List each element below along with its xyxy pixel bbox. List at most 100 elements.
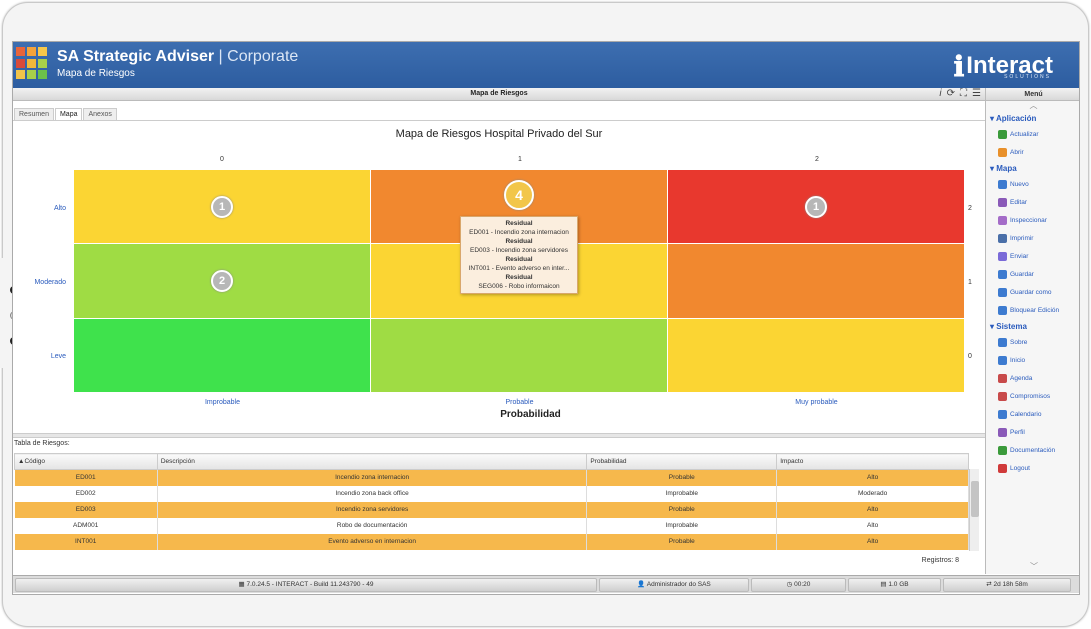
expand-icon[interactable]: ⛶ bbox=[960, 88, 968, 99]
menu-item[interactable]: Compromisos bbox=[986, 387, 1079, 405]
lock-icon bbox=[998, 305, 1007, 315]
menu-item[interactable]: Abrir bbox=[986, 143, 1079, 161]
menu-item[interactable]: Sobre bbox=[986, 333, 1079, 351]
row-number: 1 bbox=[968, 279, 972, 286]
col-header-impacto[interactable]: Impacto bbox=[776, 453, 969, 470]
table-cell: Probable bbox=[586, 469, 778, 486]
panel-titlebar: Mapa de Riesgos i ⟳ ⛶ ☰ bbox=[13, 88, 985, 101]
table-cell: Improbable bbox=[586, 485, 778, 502]
menu-item[interactable]: Actualizar bbox=[986, 125, 1079, 143]
status-user: 👤 Administrador do SAS bbox=[599, 578, 749, 592]
app-name: SA Strategic Adviser bbox=[57, 48, 215, 65]
menu-section-title[interactable]: ▾ Sistema bbox=[990, 322, 1027, 331]
col-header-probabilidad[interactable]: Probabilidad bbox=[586, 453, 778, 470]
table-scrollbar[interactable] bbox=[969, 469, 979, 551]
menu-item[interactable]: Imprimir bbox=[986, 229, 1079, 247]
table-row[interactable]: ED003 Incendio zona servidores Probable Alt… bbox=[14, 501, 969, 518]
menu-item[interactable]: Documentación bbox=[986, 441, 1079, 459]
risk-cell[interactable]: 1 bbox=[668, 170, 964, 244]
tab-divider bbox=[13, 120, 985, 121]
col-number: 2 bbox=[815, 156, 819, 163]
tab-mapa[interactable]: Mapa bbox=[54, 108, 83, 120]
risk-cell[interactable] bbox=[371, 318, 667, 392]
save-as-icon bbox=[998, 287, 1007, 297]
list-icon[interactable]: ☰ bbox=[972, 88, 981, 99]
menu-item[interactable]: Bloquear Edición bbox=[986, 301, 1079, 319]
risk-count-bubble[interactable]: 1 bbox=[805, 195, 827, 218]
menu-item[interactable]: Agenda bbox=[986, 369, 1079, 387]
col-header-descripcion[interactable]: Descripción bbox=[156, 453, 588, 470]
save-icon bbox=[998, 269, 1007, 279]
info-icon[interactable]: i bbox=[939, 88, 942, 99]
menu-item[interactable]: Enviar bbox=[986, 247, 1079, 265]
print-icon bbox=[998, 233, 1007, 243]
brand-mark-icon: ℹ bbox=[953, 51, 965, 82]
menu-item[interactable]: Calendario bbox=[986, 405, 1079, 423]
risk-cell[interactable] bbox=[74, 318, 370, 392]
menu-item[interactable]: Editar bbox=[986, 193, 1079, 211]
table-row[interactable]: ED001 Incendio zona internacion Probable Al… bbox=[14, 469, 969, 486]
table-row[interactable]: ADM001 Robo de documentación Improbable Alt… bbox=[14, 517, 969, 534]
tab-anexos[interactable]: Anexos bbox=[83, 108, 117, 120]
menu-item[interactable]: Guardar como bbox=[986, 283, 1079, 301]
risk-cell[interactable]: 2 bbox=[74, 244, 370, 318]
table-caption: Tabla de Riesgos: bbox=[14, 440, 70, 447]
table-row[interactable]: ED002 Incendio zona back office Improbable… bbox=[14, 485, 969, 502]
table-cell: INT001 bbox=[14, 533, 158, 550]
chevron-up-icon[interactable]: ︿ bbox=[1029, 101, 1038, 110]
risk-cell[interactable]: 1 bbox=[74, 170, 370, 244]
tooltip-item: INT001 - Evento adverso en inter... bbox=[468, 265, 570, 272]
col-label-muy-probable: Muy probable bbox=[795, 399, 838, 406]
menu-item-label: Guardar bbox=[1010, 270, 1034, 278]
app-screen: SA Strategic Adviser | Corporate Mapa de… bbox=[12, 41, 1080, 595]
menu-item-label: Inspeccionar bbox=[1010, 216, 1047, 224]
power-icon bbox=[998, 463, 1007, 473]
app-logo bbox=[16, 47, 49, 80]
menu-item[interactable]: Guardar bbox=[986, 265, 1079, 283]
brand-tagline: SOLUTIONS bbox=[1004, 74, 1051, 80]
menu-item-label: Compromisos bbox=[1010, 392, 1051, 400]
table-cell: Improbable bbox=[586, 517, 778, 534]
menu-section-title[interactable]: ▾ Mapa bbox=[990, 164, 1017, 173]
menu-item-label: Sobre bbox=[1010, 338, 1028, 346]
table-row[interactable]: INT001 Evento adverso en internacion Proba… bbox=[14, 533, 969, 550]
scrollbar-thumb[interactable] bbox=[971, 481, 979, 517]
panel-splitter[interactable] bbox=[13, 433, 985, 438]
status-bar: ▦ 7.0.24.5 - INTERACT - Build 11.243790 … bbox=[13, 575, 1079, 593]
risk-count-bubble[interactable]: 2 bbox=[211, 269, 233, 292]
tab-bar: Resumen Mapa Anexos bbox=[13, 108, 117, 120]
menu-item[interactable]: Logout bbox=[986, 459, 1079, 477]
menu-section-title[interactable]: ▾ Aplicación bbox=[990, 114, 1037, 123]
refresh-icon[interactable]: ⟳ bbox=[946, 88, 956, 99]
inspect-icon bbox=[998, 215, 1007, 225]
risk-count-bubble[interactable]: 4 bbox=[504, 179, 534, 210]
row-number: 0 bbox=[968, 353, 972, 360]
menu-item-label: Documentación bbox=[1010, 446, 1056, 454]
map-title: Mapa de Riesgos Hospital Privado del Sur bbox=[395, 128, 603, 140]
collapse-icon: ▾ bbox=[990, 322, 997, 331]
tab-resumen[interactable]: Resumen bbox=[14, 108, 54, 120]
table-cell: ED001 bbox=[14, 469, 158, 486]
risk-tooltip: Residual ED001 - Incendio zona internacio… bbox=[460, 216, 578, 294]
menu-item-label: Abrir bbox=[1010, 148, 1024, 156]
menu-item[interactable]: Perfil bbox=[986, 423, 1079, 441]
tooltip-item: ED003 - Incendio zona servidores bbox=[470, 247, 568, 254]
menu-item[interactable]: Inicio bbox=[986, 351, 1079, 369]
menu-item[interactable]: Inspeccionar bbox=[986, 211, 1079, 229]
table-cell: Probable bbox=[586, 533, 778, 550]
menu-item-label: Actualizar bbox=[1010, 130, 1039, 138]
risk-cell[interactable] bbox=[668, 244, 964, 318]
folder-icon bbox=[998, 147, 1007, 157]
risk-count-bubble[interactable]: 1 bbox=[211, 195, 233, 218]
chevron-down-icon[interactable]: ﹀ bbox=[1030, 562, 1038, 571]
menu-item[interactable]: Nuevo bbox=[986, 175, 1079, 193]
risk-cell[interactable] bbox=[668, 318, 964, 392]
tooltip-head: Residual bbox=[505, 274, 533, 281]
agenda-icon bbox=[998, 373, 1007, 383]
col-header-codigo[interactable]: ▲Código bbox=[14, 453, 158, 470]
send-icon bbox=[998, 251, 1007, 261]
tooltip-item: SEG006 - Robo informaicon bbox=[478, 283, 560, 290]
side-menu: Menú ︿ ▾ Aplicación Actualizar Abrir ▾ Mapa… bbox=[985, 88, 1079, 574]
table-cell: Evento adverso en internacion bbox=[157, 533, 588, 550]
menu-item-label: Nuevo bbox=[1010, 180, 1029, 188]
